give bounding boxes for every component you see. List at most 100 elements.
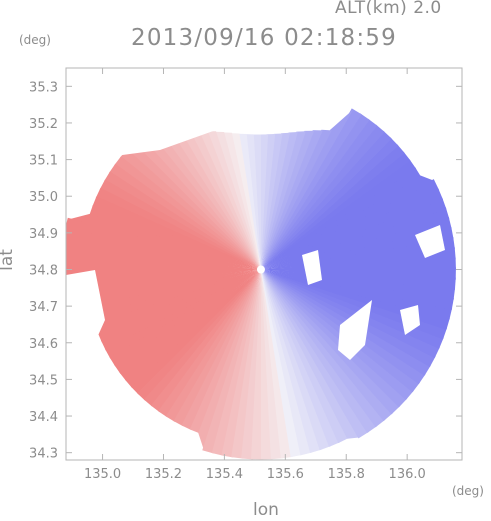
velocity-sector — [260, 129, 332, 270]
velocity-sector — [221, 269, 261, 458]
velocity-sector — [260, 118, 378, 270]
velocity-sector — [109, 269, 261, 367]
velocity-sector — [260, 151, 411, 270]
y-axis-label: lat — [0, 249, 17, 271]
velocity-sector — [260, 269, 393, 422]
y-tick-label: 34.7 — [29, 300, 58, 315]
no-echo-area — [400, 305, 420, 335]
velocity-sector — [139, 129, 261, 270]
velocity-sector — [198, 269, 261, 451]
velocity-sector — [260, 269, 414, 400]
y-tick-label: 35.1 — [29, 154, 58, 169]
velocity-sector — [241, 269, 261, 460]
altitude-label: ALT(km) 2.0 — [335, 0, 442, 18]
no-echo-area — [415, 225, 445, 258]
velocity-sector — [150, 269, 261, 413]
y-tick-label: 34.9 — [29, 227, 58, 242]
x-tick-label: 135.0 — [84, 467, 121, 482]
y-tick-label: 35.0 — [29, 190, 58, 205]
velocity-sector — [260, 108, 362, 270]
velocity-sector — [66, 259, 261, 272]
velocity-sector — [260, 130, 315, 270]
velocity-sector — [104, 171, 261, 270]
x-axis-label: lon — [253, 500, 279, 520]
velocity-sector — [260, 269, 440, 359]
timestamp-title: 2013/09/16 02:18:59 — [131, 25, 397, 51]
plot-frame — [65, 67, 463, 461]
velocity-sector — [119, 149, 261, 270]
velocity-sector — [260, 144, 405, 270]
velocity-sector — [66, 249, 261, 270]
velocity-sector — [260, 269, 378, 434]
velocity-sector — [153, 118, 261, 270]
velocity-sector — [108, 163, 261, 270]
velocity-sector — [132, 135, 261, 270]
velocity-sector — [260, 124, 385, 270]
velocity-sector — [260, 132, 298, 270]
velocity-sector — [189, 269, 261, 434]
y-tick-label: 34.5 — [29, 373, 58, 388]
no-echo-area — [302, 250, 322, 285]
velocity-sector — [260, 130, 392, 270]
velocity-sector — [114, 156, 261, 270]
velocity-sector — [181, 269, 261, 431]
velocity-field — [66, 68, 462, 460]
velocity-sector — [260, 167, 422, 270]
velocity-sector — [158, 269, 261, 418]
velocity-sector — [260, 131, 306, 270]
x-tick-label: 136.0 — [389, 467, 426, 482]
velocity-sector — [202, 269, 261, 454]
y-tick-label: 34.6 — [29, 337, 58, 352]
velocity-sector — [260, 269, 408, 408]
velocity-sector — [101, 269, 261, 351]
velocity-sector — [260, 175, 435, 270]
velocity-sector — [260, 109, 354, 270]
no-echo-area — [338, 300, 372, 360]
y-tick-label: 34.8 — [29, 263, 58, 278]
y-tick-label: 35.3 — [29, 80, 58, 95]
velocity-sector — [67, 213, 261, 270]
velocity-sector — [124, 269, 261, 388]
no-echo-area — [66, 270, 105, 345]
velocity-sector — [260, 269, 436, 367]
x-tick-label: 135.4 — [206, 467, 243, 482]
velocity-sector — [70, 269, 261, 334]
velocity-sector — [259, 134, 269, 270]
velocity-sector — [260, 269, 349, 444]
y-tick-label: 35.2 — [29, 117, 58, 132]
velocity-sector — [260, 130, 323, 270]
velocity-sector — [260, 134, 276, 270]
velocity-sector — [143, 269, 261, 407]
velocity-sector — [260, 137, 399, 270]
velocity-sector — [173, 269, 261, 427]
velocity-sector — [66, 217, 261, 270]
velocity-sector — [260, 269, 448, 340]
velocity-sector — [146, 123, 261, 270]
x-tick-label: 135.2 — [145, 467, 182, 482]
velocity-sector — [260, 179, 440, 270]
y-tick-label: 34.3 — [29, 447, 58, 462]
velocity-sector — [99, 179, 261, 270]
velocity-sector — [119, 269, 261, 382]
velocity-sector — [260, 132, 291, 270]
radar-site-marker — [256, 265, 265, 274]
velocity-sector — [130, 269, 261, 395]
y-unit-label: (deg) — [19, 33, 51, 47]
velocity-sector — [92, 196, 261, 270]
velocity-sector — [231, 269, 261, 459]
velocity-sector — [260, 269, 444, 349]
velocity-sector — [105, 269, 261, 359]
velocity-sector — [260, 113, 370, 270]
velocity-sector — [161, 113, 261, 270]
x-tick-label: 135.8 — [328, 467, 365, 482]
x-unit-label: (deg) — [452, 484, 484, 498]
x-tick-label: 135.6 — [267, 467, 304, 482]
y-tick-label: 34.4 — [29, 410, 58, 425]
velocity-sector — [260, 269, 369, 439]
velocity-sector — [260, 133, 283, 270]
velocity-sector — [260, 269, 386, 428]
no-echo-area — [66, 68, 310, 170]
velocity-sector — [89, 204, 261, 270]
velocity-sector — [260, 269, 401, 415]
